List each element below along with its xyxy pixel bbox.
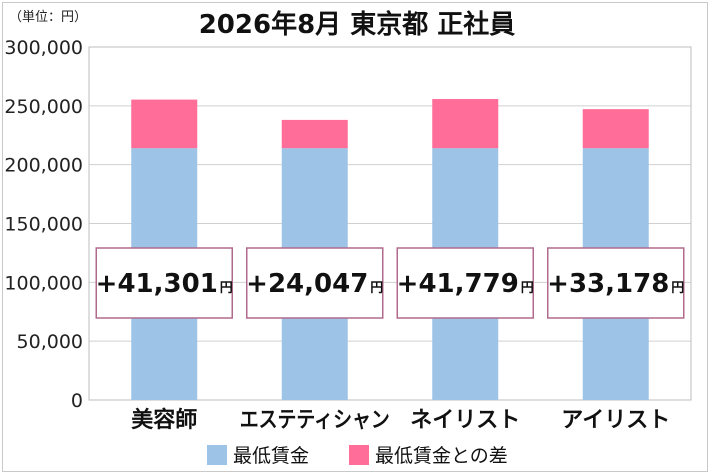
category-labels: 美容師 エステティシャン ネイリスト アイリスト — [131, 407, 670, 433]
difference-label-box — [396, 247, 534, 319]
difference-label-box — [246, 247, 384, 319]
chart-title: 2026年8月 東京都 正社員 — [199, 9, 516, 40]
y-axis: 0 50,000 100,000 150,000 200,000 250,000 300,0… — [4, 37, 83, 412]
category-label: 美容師 — [131, 407, 197, 433]
difference-label: +41,779 円 — [397, 269, 534, 299]
unit-label: （単位：円） — [9, 9, 87, 25]
difference-label: +41,301 円 — [96, 269, 233, 299]
y-tick-label: 250,000 — [4, 96, 83, 118]
y-tick-label: 300,000 — [4, 37, 83, 59]
y-tick-label: 200,000 — [4, 155, 83, 177]
legend-label: 最低賃金 — [233, 445, 309, 467]
y-tick-label: 150,000 — [4, 214, 83, 236]
chart-frame: （単位：円） 2026年8月 東京都 正社員 0 50,000 100,000 150… — [2, 2, 708, 472]
difference-label: +33,178 円 — [547, 269, 684, 299]
difference-label: +24,047 円 — [246, 269, 383, 299]
y-tick-label: 50,000 — [17, 331, 83, 353]
bar-difference — [582, 109, 649, 149]
difference-label-box — [547, 247, 685, 319]
bar-difference — [131, 99, 198, 149]
category-label: ネイリスト — [410, 408, 520, 433]
y-tick-label: 0 — [71, 390, 83, 412]
legend: 最低賃金 最低賃金との差 — [207, 445, 508, 467]
category-label: アイリスト — [561, 408, 670, 433]
difference-label-box — [95, 247, 233, 319]
legend-swatch — [207, 445, 227, 465]
y-tick-label: 100,000 — [4, 272, 83, 294]
category-label: エステティシャン — [240, 408, 390, 433]
bar-difference — [432, 99, 499, 149]
legend-swatch — [349, 445, 369, 465]
plot-border — [88, 46, 692, 401]
stacked-bar-chart: （単位：円） 2026年8月 東京都 正社員 0 50,000 100,000 150… — [4, 9, 692, 467]
legend-label: 最低賃金との差 — [375, 445, 508, 467]
difference-labels: +41,301 円 +24,047 円 +41,779 円 +33,178 円 — [95, 247, 685, 319]
bar-difference — [281, 119, 348, 149]
